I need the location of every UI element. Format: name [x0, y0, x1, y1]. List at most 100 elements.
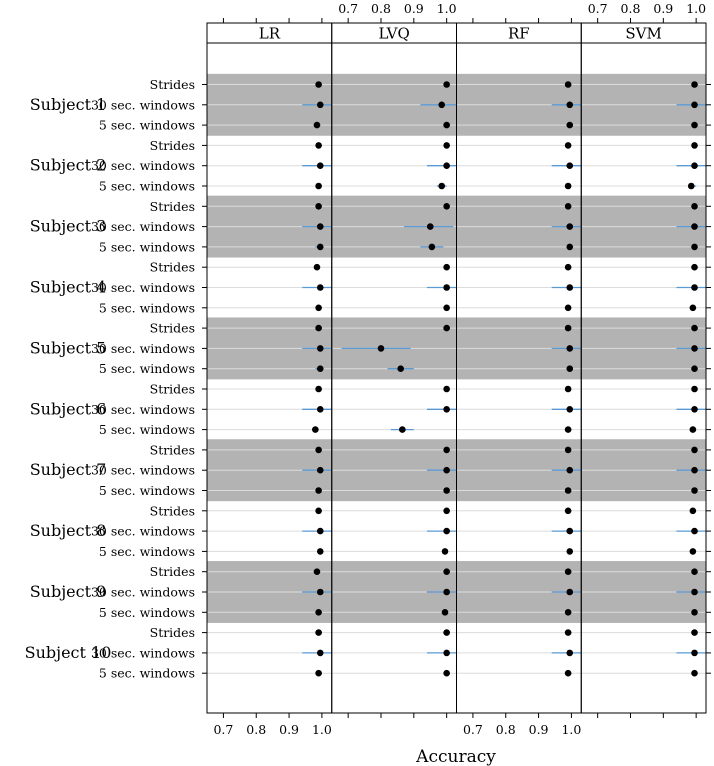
accuracy-point [691, 162, 698, 169]
accuracy-point [316, 548, 324, 555]
accuracy-point [691, 263, 698, 271]
x-axis-title: Accuracy [415, 747, 496, 766]
row-label: 5 sec. windows [99, 300, 195, 315]
accuracy-point [564, 669, 572, 677]
accuracy-point [316, 345, 324, 352]
accuracy-point [691, 446, 698, 454]
labels-layer: Subject 1 Strides 30 sec. windows 5 sec. wi… [25, 1, 707, 737]
accuracy-point [564, 487, 572, 494]
accuracy-point [564, 81, 572, 88]
subject-label: Subject 10 [25, 643, 112, 662]
x-tick-label: 0.8 [621, 1, 641, 16]
row-label: 5 sec. windows [99, 179, 195, 194]
accuracy-point [316, 406, 324, 413]
row-label: 5 sec. windows [99, 239, 195, 254]
accuracy-point [691, 81, 698, 88]
row-label: Strides [150, 260, 195, 275]
row-label: Strides [150, 442, 195, 457]
accuracy-point [443, 203, 450, 210]
accuracy-point [443, 588, 450, 596]
accuracy-point [377, 345, 385, 352]
accuracy-point [426, 223, 434, 230]
accuracy-point [316, 243, 324, 251]
accuracy-point [443, 629, 450, 636]
accuracy-point [691, 203, 698, 210]
subject-label: Subject 5 [30, 338, 107, 357]
accuracy-point [566, 548, 574, 555]
accuracy-point [564, 203, 572, 210]
accuracy-point [428, 243, 436, 251]
accuracy-point [566, 345, 574, 352]
row-label: 30 sec. windows [91, 158, 195, 173]
accuracy-point [566, 101, 574, 109]
accuracy-point [316, 588, 324, 596]
accuracy-point [691, 324, 698, 332]
accuracy-point [443, 649, 450, 657]
accuracy-point [316, 223, 324, 230]
accuracy-point [687, 182, 695, 190]
accuracy-point [315, 609, 322, 616]
row-label: 30 sec. windows [91, 585, 195, 600]
accuracy-point [691, 121, 698, 129]
accuracy-point [438, 182, 446, 190]
panel-label: RF [508, 25, 530, 43]
x-tick-label: 0.8 [496, 722, 516, 737]
accuracy-point [691, 406, 698, 413]
accuracy-point [566, 243, 574, 251]
row-label: 30 sec. windows [91, 402, 195, 417]
accuracy-point [313, 568, 321, 575]
accuracy-point [315, 507, 322, 515]
row-label: 30 sec. windows [91, 341, 195, 356]
accuracy-point [566, 223, 574, 230]
accuracy-point [691, 101, 698, 109]
x-tick-label: 0.8 [371, 1, 391, 16]
accuracy-point [443, 466, 450, 474]
panel-label: SVM [625, 25, 661, 43]
accuracy-point [566, 588, 574, 596]
accuracy-point [399, 426, 406, 433]
accuracy-point [691, 487, 698, 494]
row-label: 5 sec. windows [99, 118, 195, 133]
row-label: 5 sec. windows [99, 605, 195, 620]
row-label: Strides [150, 382, 195, 397]
accuracy-point [689, 304, 697, 312]
accuracy-point [316, 527, 324, 535]
x-tick-label: 0.7 [213, 722, 233, 737]
accuracy-point [315, 487, 322, 494]
accuracy-point [443, 142, 450, 149]
subject-label: Subject 2 [30, 156, 107, 175]
accuracy-point [566, 121, 574, 129]
accuracy-point [443, 263, 450, 271]
accuracy-point [316, 101, 324, 109]
row-label: Strides [150, 625, 195, 640]
accuracy-point [691, 223, 698, 230]
accuracy-point [315, 142, 322, 149]
accuracy-point [316, 365, 324, 373]
accuracy-point [315, 324, 322, 332]
x-tick-label: 1.0 [686, 1, 706, 16]
subject-label: Subject 7 [30, 460, 107, 479]
row-label: 30 sec. windows [91, 645, 195, 660]
accuracy-point [443, 446, 450, 454]
panel-label: LVQ [378, 25, 409, 43]
accuracy-point [689, 548, 697, 555]
row-label: 5 sec. windows [99, 666, 195, 681]
accuracy-point [691, 609, 698, 616]
subject-label: Subject 9 [30, 582, 107, 601]
accuracy-point [315, 385, 322, 393]
panel-frame [580, 42, 707, 714]
accuracy-point [691, 142, 698, 149]
accuracy-point [441, 548, 449, 555]
accuracy-point [316, 466, 324, 474]
row-label: 30 sec. windows [91, 219, 195, 234]
accuracy-point [443, 507, 450, 515]
accuracy-point [564, 426, 572, 433]
accuracy-point [566, 649, 574, 657]
row-label: 30 sec. windows [91, 463, 195, 478]
accuracy-point [315, 182, 322, 190]
row-label: 30 sec. windows [91, 524, 195, 539]
accuracy-point [564, 568, 572, 575]
accuracy-point [566, 162, 574, 169]
accuracy-point [691, 629, 698, 636]
accuracy-point [315, 203, 322, 210]
